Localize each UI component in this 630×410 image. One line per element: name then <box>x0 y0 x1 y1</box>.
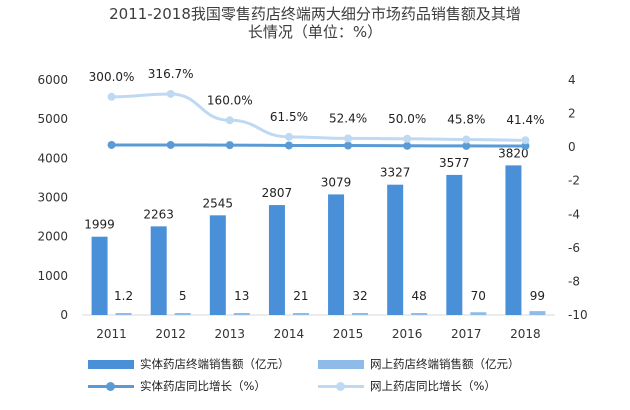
bar-physical <box>328 194 345 315</box>
point-online-growth <box>344 134 353 143</box>
legend-swatch-line1 <box>88 381 134 391</box>
label-online-growth: 160.0% <box>207 93 253 107</box>
y-right-tick-label: -10 <box>568 308 588 322</box>
bar-online-value-label: 48 <box>412 289 427 303</box>
y-right-tick-label: -4 <box>568 207 580 221</box>
bar-physical <box>150 226 167 315</box>
point-online-growth <box>521 136 530 145</box>
bar-online <box>352 313 369 315</box>
y-right-tick-label: 0 <box>568 140 576 154</box>
bar-online-value-label: 70 <box>471 289 486 303</box>
x-tick-label: 2012 <box>155 327 186 341</box>
point-online-growth <box>166 89 175 98</box>
x-tick-label: 2013 <box>215 327 246 341</box>
y-right-tick-label: 2 <box>568 107 576 121</box>
legend-swatch-line2 <box>318 381 364 391</box>
bar-online <box>470 312 487 315</box>
bar-physical-value-label: 3820 <box>498 146 529 160</box>
bar-physical-value-label: 1999 <box>84 218 115 232</box>
point-online-growth <box>225 116 234 125</box>
bar-physical-value-label: 3577 <box>439 156 470 170</box>
point-online-growth <box>284 132 293 141</box>
y-right-tick-label: -6 <box>568 241 580 255</box>
chart-title-line-1: 2011-2018我国零售药店终端两大细分市场药品销售额及其增 <box>109 5 521 23</box>
point-physical-growth <box>403 141 412 150</box>
bar-physical-value-label: 2545 <box>203 196 234 210</box>
point-physical-growth <box>344 141 353 150</box>
bar-physical <box>91 236 108 315</box>
bar-physical <box>505 165 522 315</box>
bar-physical-value-label: 2263 <box>143 207 174 221</box>
legend-label-bar2: 网上药店终端销售额（亿元） <box>370 357 520 371</box>
bar-online-value-label: 13 <box>234 289 249 303</box>
point-online-growth <box>403 134 412 143</box>
bar-online <box>411 313 428 315</box>
point-physical-growth <box>166 140 175 149</box>
point-physical-growth <box>107 140 116 149</box>
bar-online <box>233 313 250 315</box>
label-online-growth: 316.7% <box>148 67 194 81</box>
y-right-tick-label: -8 <box>568 274 580 288</box>
x-tick-label: 2016 <box>392 327 423 341</box>
y-left-tick-label: 4000 <box>37 151 68 165</box>
x-tick-label: 2011 <box>96 327 127 341</box>
y-right-tick-label: -2 <box>568 174 580 188</box>
y-left-tick-label: 1000 <box>37 269 68 283</box>
y-right-tick-label: 4 <box>568 73 576 87</box>
y-left-tick-label: 5000 <box>37 112 68 126</box>
bar-physical-value-label: 2807 <box>262 186 293 200</box>
bar-online <box>115 313 132 315</box>
legend-item-bar1: 实体药店终端销售额（亿元） <box>88 356 290 372</box>
bar-physical <box>209 215 226 315</box>
bar-online-value-label: 32 <box>352 289 367 303</box>
legend-label-line2: 网上药店同比增长（%） <box>370 379 496 393</box>
bar-physical <box>446 174 463 315</box>
y-left-tick-label: 6000 <box>37 73 68 87</box>
legend-item-line2: 网上药店同比增长（%） <box>318 378 496 394</box>
bar-physical-value-label: 3079 <box>321 175 352 189</box>
legend-item-bar2: 网上药店终端销售额（亿元） <box>318 356 520 372</box>
bar-online <box>292 313 309 315</box>
bar-physical <box>387 184 404 315</box>
legend-swatch-bar1 <box>88 359 134 369</box>
y-left-tick-label: 0 <box>60 308 68 322</box>
line-online-growth <box>111 92 526 142</box>
y-left-tick-label: 3000 <box>37 191 68 205</box>
legend-label-line1: 实体药店同比增长（%） <box>140 379 266 393</box>
point-physical-growth <box>225 141 234 150</box>
point-physical-growth <box>284 141 293 150</box>
bar-physical-value-label: 3327 <box>380 166 411 180</box>
bar-online <box>529 311 546 315</box>
label-online-growth: 300.0% <box>89 70 135 84</box>
x-tick-label: 2015 <box>333 327 364 341</box>
line-physical-growth <box>111 143 526 148</box>
label-online-growth: 52.4% <box>329 111 367 125</box>
bar-online-value-label: 5 <box>179 289 187 303</box>
y-left-tick-label: 2000 <box>37 230 68 244</box>
bar-online <box>174 313 191 315</box>
label-online-growth: 61.5% <box>270 110 308 124</box>
x-tick-label: 2014 <box>274 327 305 341</box>
legend-item-line1: 实体药店同比增长（%） <box>88 378 266 394</box>
chart-title-line-2: 长情况（单位：%） <box>247 23 383 41</box>
x-tick-label: 2017 <box>451 327 482 341</box>
label-online-growth: 45.8% <box>447 112 485 126</box>
bar-online-value-label: 21 <box>293 289 308 303</box>
x-tick-label: 2018 <box>510 327 541 341</box>
bar-physical <box>268 205 285 315</box>
label-online-growth: 41.4% <box>506 113 544 127</box>
bar-online-value-label: 1.2 <box>114 289 133 303</box>
label-online-growth: 50.0% <box>388 112 426 126</box>
legend-swatch-bar2 <box>318 359 364 369</box>
point-online-growth <box>462 135 471 144</box>
point-physical-growth <box>521 142 530 151</box>
bar-online-value-label: 99 <box>530 289 545 303</box>
point-physical-growth <box>462 141 471 150</box>
legend-label-bar1: 实体药店终端销售额（亿元） <box>140 357 290 371</box>
point-online-growth <box>107 92 116 101</box>
